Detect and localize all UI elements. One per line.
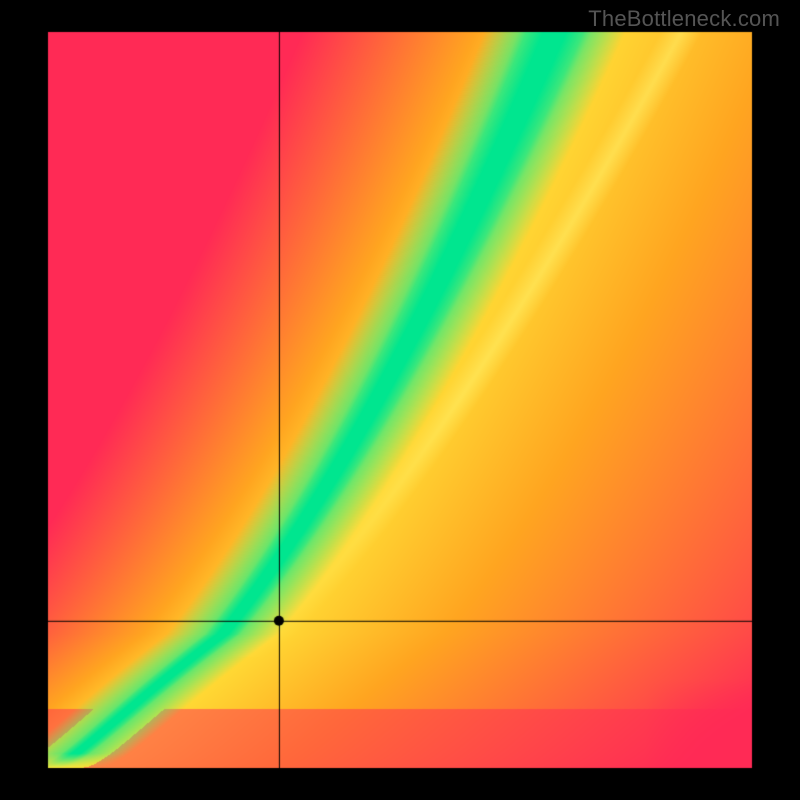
heatmap-canvas bbox=[0, 0, 800, 800]
watermark-text: TheBottleneck.com bbox=[588, 6, 780, 32]
chart-container: TheBottleneck.com bbox=[0, 0, 800, 800]
